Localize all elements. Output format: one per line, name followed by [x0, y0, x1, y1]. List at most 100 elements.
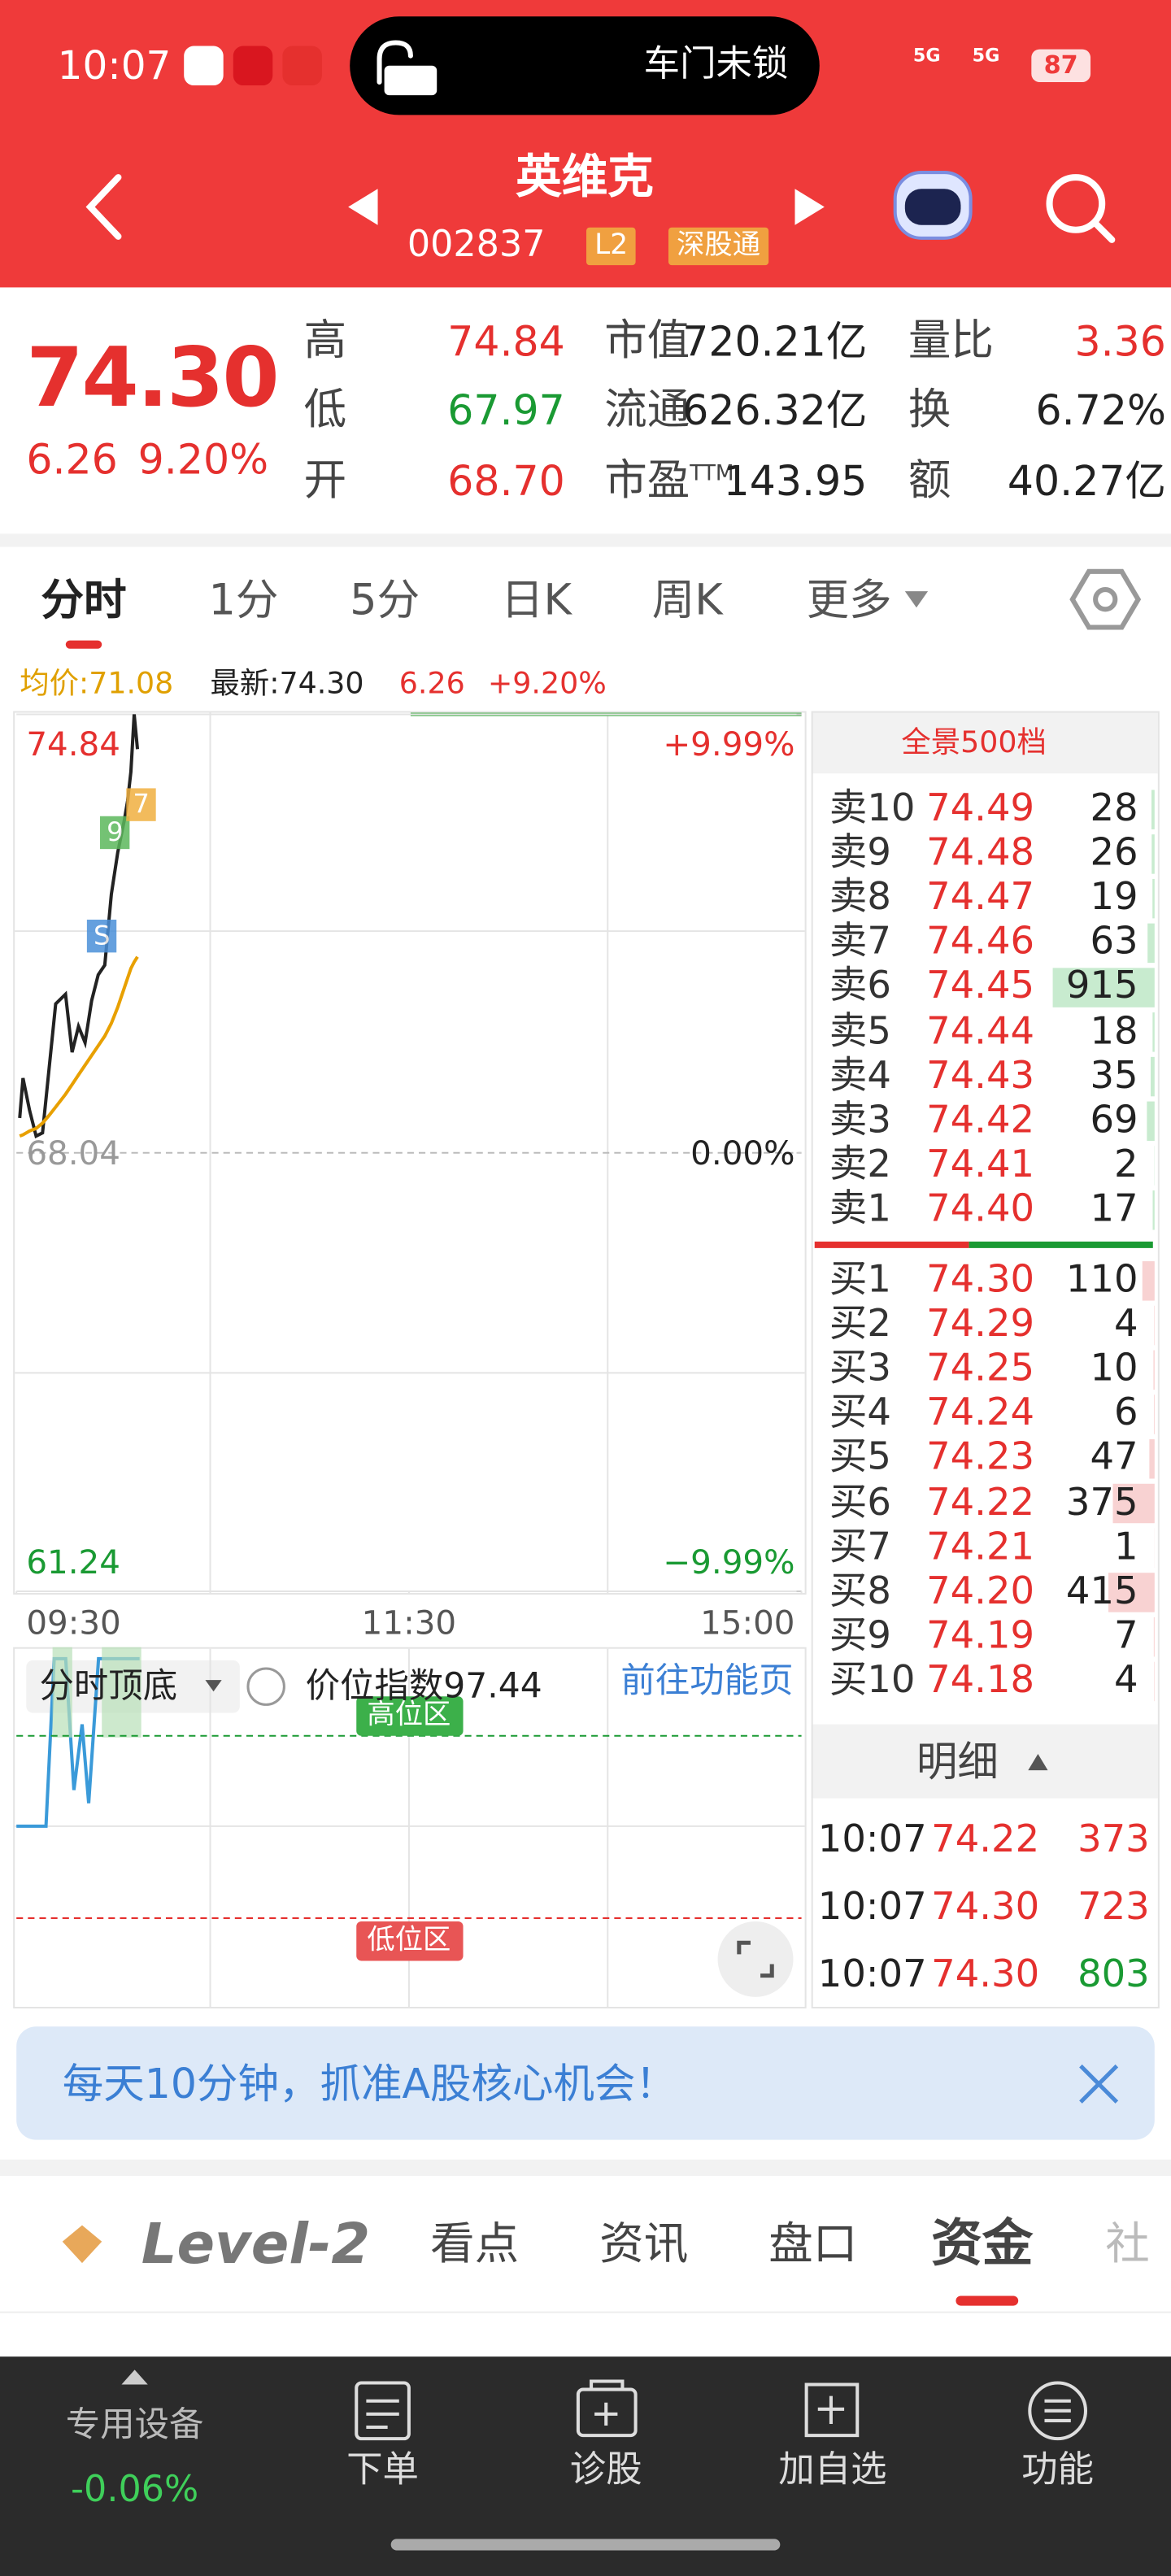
order-label: 卖1 [829, 1187, 891, 1231]
order-price: 74.47 [926, 876, 1035, 920]
volume-bar [1154, 1305, 1155, 1346]
y2-tick-label: 0.00% [690, 1133, 795, 1173]
trade-marker: S [86, 919, 117, 953]
volume-bar [1152, 1012, 1155, 1052]
tab[interactable]: 周K [651, 576, 723, 626]
prev-icon[interactable] [348, 189, 378, 225]
x-tick-label: 15:00 [700, 1603, 795, 1643]
stat-value: 68.70 [447, 457, 565, 506]
volume-bar [1147, 923, 1155, 964]
expand-icon[interactable] [717, 1921, 794, 1997]
lock-body [384, 65, 437, 96]
status-app-icons [184, 46, 322, 86]
stock-name: 英维克 [516, 149, 654, 204]
section-tab[interactable]: 看点 [430, 2219, 520, 2271]
section-tab[interactable]: Level-2 [141, 2212, 371, 2278]
stat-sup: TTM [690, 462, 734, 487]
indicator-zone [102, 1647, 141, 1738]
y-tick-label: 74.84 [26, 724, 120, 764]
detail-title[interactable]: 明细 [916, 1738, 999, 1786]
nav-item[interactable]: 加自选 [778, 2450, 887, 2491]
detail-price: 74.30 [931, 1886, 1040, 1930]
volume-bar [1152, 878, 1155, 919]
order-volume: 415 [1065, 1570, 1138, 1613]
nav-item[interactable]: 功能 [1021, 2450, 1095, 2491]
section-tab[interactable]: 资讯 [599, 2219, 689, 2271]
banner-text[interactable]: 每天10分钟，抓准A股核心机会！ [62, 2060, 677, 2108]
volume-bar [1142, 1261, 1155, 1301]
order-volume: 7 [1114, 1614, 1138, 1658]
order-label: 卖3 [829, 1099, 891, 1142]
order-label: 买6 [829, 1481, 891, 1525]
stat-value: 626.32亿 [682, 386, 868, 435]
indicator-line [16, 1656, 140, 1828]
section-tab[interactable]: 社 [1105, 2219, 1150, 2271]
order-volume: 375 [1065, 1481, 1138, 1525]
order-price: 74.23 [926, 1436, 1035, 1480]
volume-bar [1149, 1439, 1155, 1479]
y2-tick-label: −9.99% [663, 1542, 795, 1582]
order-volume: 915 [1065, 965, 1138, 1008]
badge: 深股通 [668, 227, 769, 266]
battery-level: 87 [1043, 50, 1078, 80]
detail-caret [1028, 1753, 1048, 1771]
order-price: 74.46 [926, 920, 1035, 964]
close-icon[interactable] [1079, 2064, 1119, 2104]
nav-item[interactable]: 诊股 [569, 2450, 642, 2491]
order-volume: 26 [1090, 832, 1138, 875]
order-price: 74.29 [926, 1303, 1035, 1347]
tab[interactable]: 分时 [41, 576, 127, 626]
badge: L2 [586, 227, 637, 266]
sector-change: -0.06% [71, 2469, 199, 2512]
lock-icon [377, 40, 413, 85]
nav-item[interactable]: 下单 [346, 2450, 420, 2491]
stat-label: 高 [303, 316, 347, 367]
order-volume: 1 [1114, 1525, 1138, 1569]
indicator-link[interactable]: 前往功能页 [620, 1660, 794, 1701]
indicator-index: 价位指数97.44 [305, 1665, 542, 1706]
tab[interactable]: 日K [500, 576, 572, 626]
order-volume: 19 [1090, 876, 1138, 920]
order-label: 买3 [829, 1347, 891, 1391]
stat-label: 低 [303, 385, 347, 436]
next-icon[interactable] [794, 189, 825, 225]
order-price: 74.24 [926, 1392, 1035, 1435]
stock-code: 002837 [407, 224, 546, 267]
indicator-name[interactable]: 分时顶底 [39, 1665, 178, 1706]
stat-value: 40.27亿 [1007, 457, 1166, 506]
order-price: 74.25 [926, 1347, 1035, 1391]
detail-price: 74.22 [931, 1818, 1040, 1862]
order-price: 74.18 [926, 1659, 1035, 1703]
search-handle [1092, 220, 1116, 243]
stat-value: 67.97 [447, 386, 565, 435]
banner-bg[interactable] [16, 2026, 1155, 2140]
order-price: 74.21 [926, 1525, 1035, 1569]
help-icon[interactable] [246, 1667, 285, 1706]
icons [85, 40, 1116, 243]
section-tab[interactable]: 资金 [931, 2214, 1034, 2274]
change-pct: 9.20% [137, 436, 269, 484]
section-tab[interactable]: 盘口 [768, 2219, 858, 2271]
tab[interactable]: 更多 [806, 576, 892, 626]
chart-frame [0, 711, 1171, 2313]
order-label: 卖4 [829, 1054, 891, 1098]
order-label: 买8 [829, 1570, 891, 1613]
gear-icon[interactable] [1069, 568, 1142, 630]
order-volume: 47 [1090, 1436, 1138, 1480]
gap [0, 2159, 1171, 2177]
order-volume: 6 [1114, 1392, 1138, 1435]
up-caret [121, 2369, 148, 2385]
order-label: 买10 [829, 1659, 916, 1703]
tab[interactable]: 5分 [350, 576, 420, 626]
sector-name[interactable]: 专用设备 [65, 2404, 204, 2445]
search-icon[interactable] [1046, 174, 1106, 233]
detail-volume: 723 [1077, 1886, 1150, 1930]
order-label: 买7 [829, 1525, 891, 1569]
order-book-head-bg [811, 711, 1158, 774]
status-time: 10:07 [57, 42, 172, 89]
order-volume: 110 [1065, 1259, 1138, 1302]
back-icon[interactable] [85, 174, 122, 240]
tab-underline [65, 640, 102, 649]
tab[interactable]: 1分 [208, 576, 279, 626]
